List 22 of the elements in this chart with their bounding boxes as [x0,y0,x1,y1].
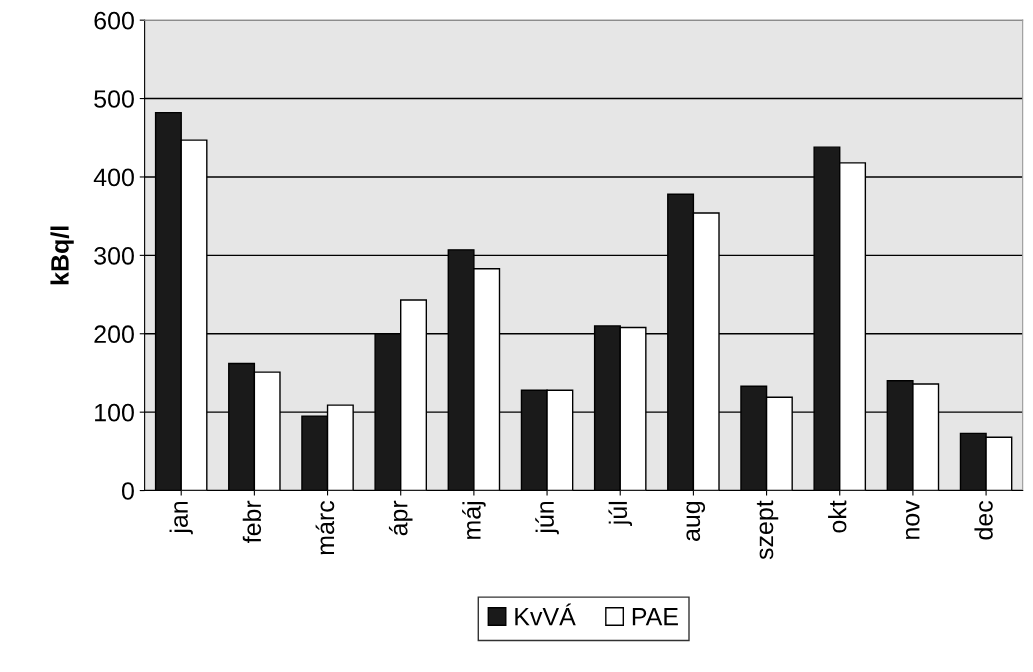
legend-label: KvVÁ [515,603,576,626]
x-tick-label: júl [608,501,633,526]
y-tick-label: 600 [94,11,134,30]
x-tick-label: okt [828,500,847,533]
y-tick-label: 0 [121,482,134,500]
x-tick-label: máj [462,501,486,539]
x-tick-label: nov [905,500,920,539]
y-tick-label: 200 [94,325,134,344]
y-tick-label: 100 [95,403,134,422]
legend-label: PAE [632,608,678,626]
x-tick-label: febr [242,500,262,543]
y-axis-title: kBq/l [50,226,74,285]
x-tick-label: jan [169,501,193,535]
x-tick-label: márc [315,500,335,555]
y-tick-label: 500 [94,90,134,108]
x-tick-label: aug [686,501,706,541]
x-tick-label: szept [756,500,779,560]
x-tick-label: dec [974,500,993,540]
x-tick-label: jún [535,501,559,535]
y-tick-label: 300 [94,246,134,265]
y-tick-label: 400 [93,168,134,187]
x-tick-label: ápr [388,500,413,536]
